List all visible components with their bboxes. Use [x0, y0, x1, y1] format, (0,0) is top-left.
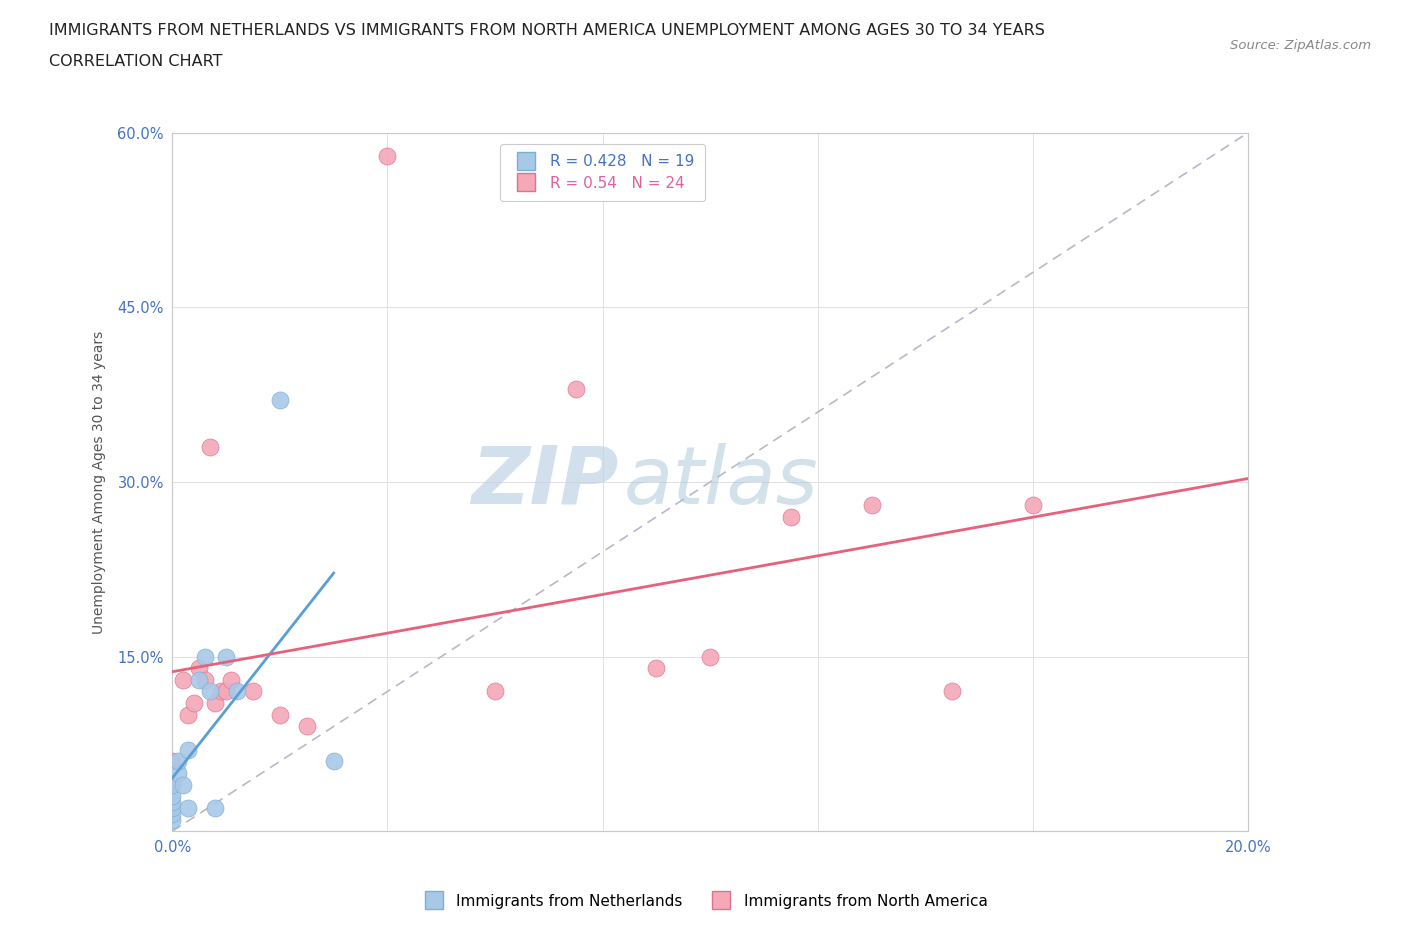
Point — [162, 794, 184, 809]
Y-axis label: Unemployment Among Ages 30 to 34 years: Unemployment Among Ages 30 to 34 years — [93, 330, 107, 633]
Point — [198, 440, 221, 455]
Text: Source: ZipAtlas.com: Source: ZipAtlas.com — [1230, 39, 1371, 52]
Legend: R = 0.428   N = 19, R = 0.54   N = 24: R = 0.428 N = 19, R = 0.54 N = 24 — [501, 144, 706, 201]
Point — [172, 777, 194, 792]
Point — [215, 649, 238, 664]
Point — [860, 498, 883, 512]
Point — [645, 661, 668, 676]
Point — [193, 649, 215, 664]
Point — [484, 684, 506, 699]
Point — [177, 801, 200, 816]
Point — [269, 393, 291, 408]
Point — [162, 801, 184, 816]
Point — [209, 684, 232, 699]
Text: IMMIGRANTS FROM NETHERLANDS VS IMMIGRANTS FROM NORTH AMERICA UNEMPLOYMENT AMONG : IMMIGRANTS FROM NETHERLANDS VS IMMIGRANT… — [49, 23, 1045, 38]
Point — [295, 719, 318, 734]
Text: CORRELATION CHART: CORRELATION CHART — [49, 54, 222, 69]
Point — [162, 777, 184, 792]
Point — [242, 684, 264, 699]
Point — [221, 672, 243, 687]
Text: ZIP: ZIP — [471, 443, 619, 521]
Point — [183, 696, 205, 711]
Point — [162, 812, 184, 827]
Point — [564, 381, 586, 396]
Point — [172, 672, 194, 687]
Point — [188, 672, 211, 687]
Point — [269, 708, 291, 723]
Point — [1022, 498, 1045, 512]
Point — [204, 801, 226, 816]
Point — [177, 708, 200, 723]
Point — [780, 510, 803, 525]
Point — [225, 684, 247, 699]
Point — [162, 754, 184, 769]
Legend: Immigrants from Netherlands, Immigrants from North America: Immigrants from Netherlands, Immigrants … — [412, 888, 994, 915]
Point — [177, 742, 200, 757]
Point — [162, 789, 184, 804]
Point — [377, 149, 399, 164]
Point — [204, 696, 226, 711]
Point — [198, 684, 221, 699]
Point — [941, 684, 963, 699]
Text: atlas: atlas — [624, 443, 818, 521]
Point — [699, 649, 721, 664]
Point — [166, 754, 188, 769]
Point — [215, 684, 238, 699]
Point — [322, 754, 344, 769]
Point — [193, 672, 215, 687]
Point — [166, 765, 188, 780]
Point — [188, 661, 211, 676]
Point — [162, 777, 184, 792]
Point — [162, 806, 184, 821]
